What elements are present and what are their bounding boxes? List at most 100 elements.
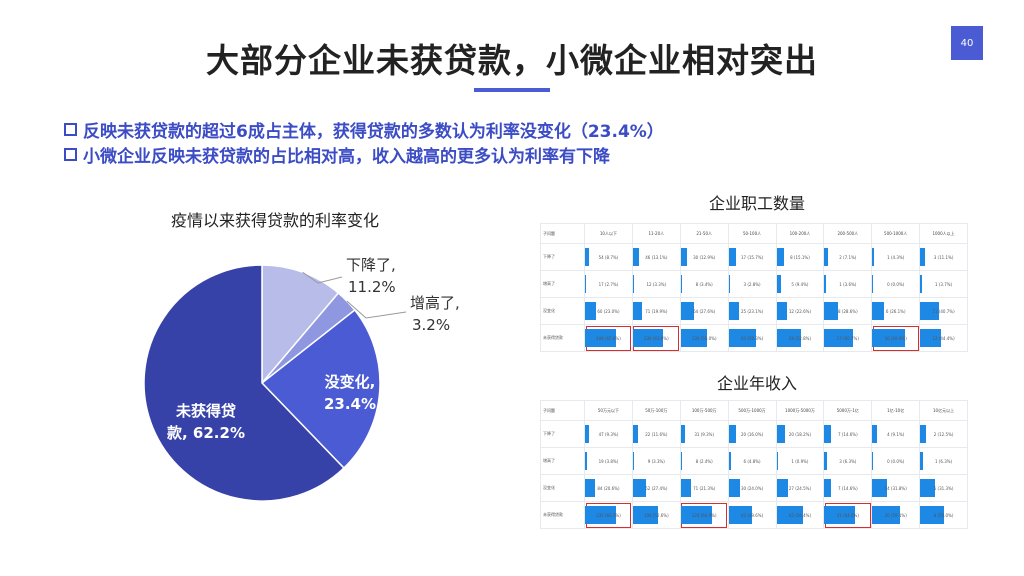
cell-value: 52 (27.4%) [645, 485, 668, 491]
cell-bar [729, 302, 740, 320]
table-row: 下降了 47 (9.3%) 22 (11.6%) 31 (9.3%) 20 (16.0%… [540, 420, 968, 448]
cell-bar [681, 248, 687, 266]
table-cell: 60 (23.0%) [584, 297, 633, 325]
table-cell: 3 (6.3%) [823, 447, 873, 475]
cell-value: 1 (3.7%) [935, 281, 953, 287]
cell-value: 20 (16.0%) [740, 431, 764, 437]
table-cell: 12 (3.3%) [631, 270, 681, 298]
cell-bar [729, 452, 731, 470]
employees-table: 子问题 10人以下 11-20人 21-50人 50-100人 100-200人 200-5… [540, 223, 968, 352]
cell-bar [776, 479, 788, 497]
table-cell: 11 (40.7%) [919, 297, 968, 325]
cell-bar [872, 248, 875, 266]
cell-value: 30 (24.0%) [740, 485, 764, 491]
cell-bar [585, 452, 587, 470]
table-cell: 6 (4.8%) [727, 447, 777, 475]
cell-value: 64 (27.6%) [693, 308, 716, 314]
bullet-item: 小微企业反映未获贷款的占比相对高，收入越高的更多认为利率有下降 [64, 142, 664, 167]
cell-bar [633, 452, 635, 470]
cell-value: 100 (52.6%) [643, 512, 669, 518]
cell-value: 8 (15.1%) [790, 254, 810, 260]
table-cell: 7 (14.6%) [823, 474, 873, 502]
table-row: 未获得贷款 406 (65.6%) 230 (63.6%) 130 (56.0%) 63… [540, 324, 968, 352]
cell-value: 71 (21.3%) [693, 485, 716, 491]
cell-value: 224 (66.9%) [691, 512, 717, 518]
cell-value: 12 (3.3%) [646, 281, 667, 287]
table-row: 增高了 19 (3.8%) 9 (3.3%) 8 (2.4%) 6 (4.8%) 1 (0… [540, 447, 968, 475]
cell-value: 12 (44.4%) [932, 335, 955, 341]
cell-value: 31 (9.3%) [694, 431, 715, 437]
checkbox-square-icon [64, 148, 77, 161]
cell-bar [633, 248, 640, 266]
table-cell: 9 (3.3%) [631, 447, 681, 475]
pie-label: 没变化, [325, 373, 376, 391]
table-cell: 84 (20.6%) [584, 474, 633, 502]
cell-bar [585, 248, 590, 266]
table-row-label: 下降了 [540, 243, 585, 271]
cell-value: 62 (56.4%) [788, 512, 812, 518]
cell-value: 30 (12.9%) [693, 254, 716, 260]
pie-slice-3 [143, 264, 345, 502]
cell-bar [776, 425, 786, 443]
pie-label: 23.4% [324, 395, 376, 413]
cell-value: 11 (40.7%) [932, 308, 955, 314]
table-row-label: 没变化 [540, 297, 585, 325]
slide-title: 大部分企业未获贷款，小微企业相对突出 [206, 41, 818, 80]
cell-value: 1 (3.6%) [839, 281, 857, 287]
table-cell: 19 (3.8%) [584, 447, 633, 475]
cell-value: 60 (23.0%) [597, 308, 620, 314]
table-row-label: 没变化 [540, 474, 585, 502]
cell-bar [681, 329, 707, 347]
table-column-header: 10人以下 [584, 223, 633, 244]
table-column-header: 100-200人 [775, 223, 825, 244]
cell-bar [681, 425, 686, 443]
table-cell: 16 (69.6%) [871, 324, 921, 352]
cell-value: 16 (69.6%) [884, 335, 907, 341]
cell-bar [824, 248, 828, 266]
cell-bar [633, 506, 658, 524]
cell-value: 62 (49.6%) [740, 512, 764, 518]
table-column-header: 1000人以上 [919, 223, 968, 244]
cell-value: 8 (50.0%) [933, 512, 954, 518]
cell-bar [633, 275, 635, 293]
table-column-header: 50万元以下 [584, 400, 633, 421]
table-cell: 17 (60.7%) [823, 324, 873, 352]
table-cell: 62 (56.4%) [775, 501, 825, 529]
bullet-list: 反映未获贷款的超过6成占主体，获得贷款的多数认为利率没变化（23.4%） 小微企… [64, 117, 664, 167]
table-column-header: 11-20人 [631, 223, 681, 244]
table-column-header: 1000万-5000万 [775, 400, 825, 421]
cell-bar [824, 302, 838, 320]
table-cell: 30 (24.0%) [727, 474, 777, 502]
cell-value: 3 (2.8%) [743, 281, 761, 287]
table-column-header: 100万-500万 [679, 400, 729, 421]
table-cell: 20 (16.0%) [727, 420, 777, 448]
cell-value: 7 (14.6%) [837, 431, 858, 437]
cell-value: 5 (9.4%) [791, 281, 809, 287]
cell-bar [681, 452, 682, 470]
table-cell: 46 (13.1%) [631, 243, 681, 271]
table-cell: 100 (52.6%) [631, 501, 681, 529]
table-row: 增高了 17 (2.7%) 12 (3.3%) 8 (3.4%) 3 (2.8%) 5 (… [540, 270, 968, 298]
table-cell: 12 (22.6%) [775, 297, 825, 325]
table-cell: 1 (3.6%) [823, 270, 873, 298]
table-row-label: 未获得贷款 [540, 501, 585, 529]
cell-bar [824, 452, 828, 470]
cell-bar [824, 329, 853, 347]
pie-leader-line [346, 300, 407, 319]
cell-bar [585, 275, 587, 293]
table-cell: 31 (9.3%) [679, 420, 729, 448]
table-cell: 8 (50.0%) [919, 501, 968, 529]
cell-bar [776, 275, 781, 293]
cell-bar [681, 302, 694, 320]
table-title-revenue: 企业年收入 [716, 374, 797, 393]
cell-bar [872, 275, 873, 293]
cell-value: 71 (19.9%) [645, 308, 668, 314]
table-cell: 64 (27.6%) [679, 297, 729, 325]
table-cell: 28 (52.8%) [775, 324, 825, 352]
cell-bar [872, 506, 900, 524]
bullet-text: 小微企业反映未获贷款的占比相对高，收入越高的更多认为利率有下降 [83, 147, 610, 167]
cell-bar [920, 452, 924, 470]
cell-value: 3 (11.1%) [933, 254, 954, 260]
pie-label: 未获得贷 [175, 402, 236, 420]
cell-bar [681, 506, 713, 524]
